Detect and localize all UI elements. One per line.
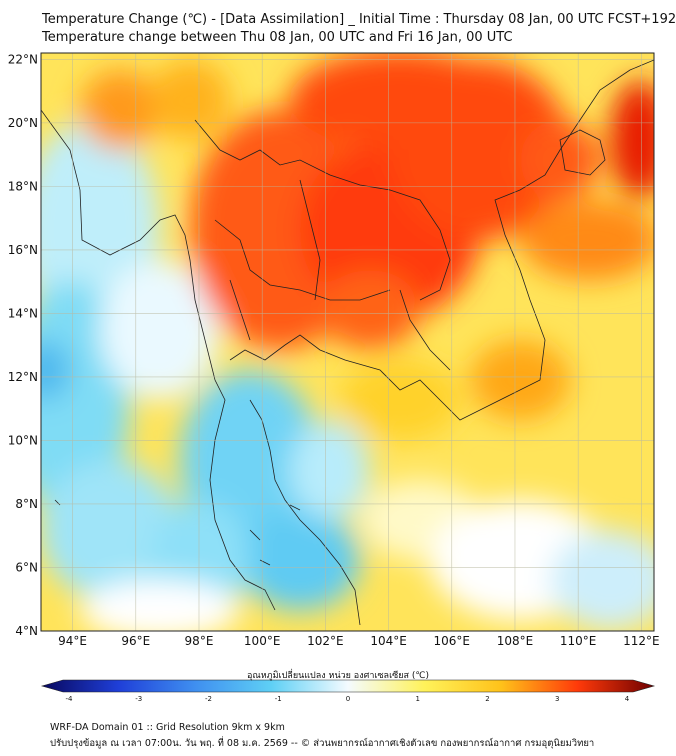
latitude-label: 14°N xyxy=(8,306,38,320)
longitude-label: 112°E xyxy=(623,634,660,648)
colorbar-title: อุณหภูมิเปลี่ยนแปลง หน่วย องศาเซลเซียส (… xyxy=(246,671,430,681)
longitude-label: 108°E xyxy=(497,634,534,648)
longitude-label: 96°E xyxy=(121,634,150,648)
latitude-label: 8°N xyxy=(15,497,38,511)
longitude-labels: 94°E 96°E 98°E 100°E 102°E 104°E 106°E 108°E 110… xyxy=(58,634,659,648)
map-frame xyxy=(40,52,655,632)
colorbar-tick-label: 2 xyxy=(485,695,489,703)
longitude-label: 102°E xyxy=(307,634,344,648)
footer-model-info: WRF-DA Domain 01 :: Grid Resolution 9km … xyxy=(50,722,285,733)
latitude-label: 4°N xyxy=(15,624,38,638)
colorbar-tick-label: -1 xyxy=(275,695,282,703)
graticule xyxy=(41,53,654,632)
longitude-label: 98°E xyxy=(185,634,214,648)
footer-credit: ปรับปรุงข้อมูล ณ เวลา 07:00น. วัน พฤ. ที… xyxy=(50,738,595,749)
colorbar-tick-label: 4 xyxy=(625,695,630,703)
colorbar-tick-label: 3 xyxy=(555,695,559,703)
longitude-label: 110°E xyxy=(560,634,597,648)
colorbar-tick-label: -2 xyxy=(205,695,212,703)
map-title: Temperature Change (℃) - [Data Assimilat… xyxy=(42,12,676,27)
latitude-label: 6°N xyxy=(15,560,38,574)
colorbar-tick-label: -4 xyxy=(66,695,74,703)
colorbar: -4 -3 -2 -1 0 1 2 3 4 xyxy=(40,679,656,703)
temperature-field xyxy=(41,53,654,631)
latitude-label: 18°N xyxy=(8,179,38,193)
coastlines xyxy=(41,59,654,626)
longitude-label: 100°E xyxy=(244,634,281,648)
latitude-label: 22°N xyxy=(8,52,38,66)
colorbar-tick-label: -3 xyxy=(135,695,142,703)
longitude-label: 106°E xyxy=(434,634,471,648)
latitude-labels: 22°N 20°N 18°N 16°N 14°N 12°N 10°N 8°N 6°N 4°N xyxy=(8,52,38,638)
latitude-label: 12°N xyxy=(8,370,38,384)
longitude-label: 104°E xyxy=(370,634,407,648)
colorbar-scale xyxy=(40,679,656,693)
map-subtitle: Temperature change between Thu 08 Jan, 0… xyxy=(42,30,513,45)
latitude-label: 10°N xyxy=(8,433,38,447)
colorbar-tick-label: 0 xyxy=(346,695,350,703)
latitude-label: 16°N xyxy=(8,243,38,257)
colorbar-ticks: -4 -3 -2 -1 0 1 2 3 4 xyxy=(66,695,630,703)
latitude-label: 20°N xyxy=(8,116,38,130)
longitude-label: 94°E xyxy=(58,634,87,648)
colorbar-tick-label: 1 xyxy=(416,695,420,703)
